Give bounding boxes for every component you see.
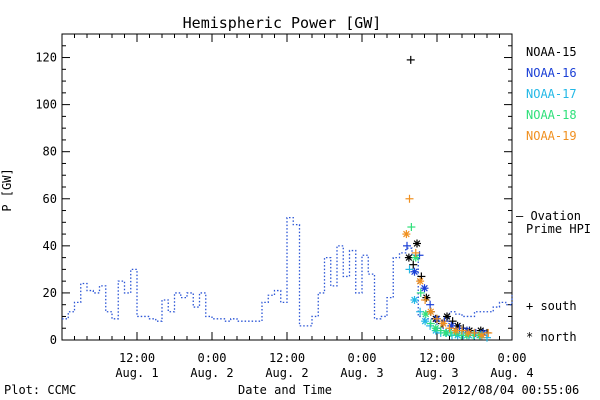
ovation-step-line [62,216,513,329]
data-point-noaa-18 [407,223,416,232]
symbol-key-entry: * north [526,330,577,344]
y-tick-label: 40 [43,239,57,253]
data-point-noaa-16 [403,241,411,250]
data-point-noaa-19 [445,324,454,333]
data-point-noaa-19 [439,319,448,328]
ovation-label-line2: Prime HPI [526,222,591,236]
legend-entry: NOAA-18 [526,108,577,122]
legend-entry: NOAA-15 [526,45,577,59]
data-point-noaa-17 [405,265,414,274]
data-point-noaa-19 [411,248,420,257]
data-point-noaa-16 [420,284,429,293]
data-point-noaa-19 [484,328,493,337]
data-point-noaa-19 [416,277,425,286]
data-point-noaa-15 [413,239,421,248]
data-point-noaa-15 [406,55,415,64]
footer-credit: Plot: CCMC [4,383,77,397]
x-tick-label-time: 0:00 [198,351,227,365]
data-point-noaa-19 [402,230,411,239]
symbol-key-entry: + south [526,299,577,313]
y-tick-label: 120 [35,51,57,65]
ovation-label-line1: — Ovation [516,209,581,223]
legend-entry: NOAA-17 [526,87,577,101]
legend-entry: NOAA-16 [526,66,577,80]
x-tick-label-date: Aug. 2 [190,366,233,380]
x-tick-label-date: Aug. 3 [415,366,458,380]
x-tick-label-time: 0:00 [348,351,377,365]
data-point-noaa-15 [404,253,413,262]
x-tick-label-date: Aug. 2 [265,366,308,380]
legend-entry: NOAA-19 [526,129,577,143]
x-tick-label-date: Aug. 4 [490,366,533,380]
symbol-key: + south * north [526,299,577,344]
data-point-noaa-17 [410,295,419,304]
y-tick-label: 0 [50,333,57,347]
data-point-noaa-19 [405,194,414,203]
plot-frame [61,33,513,341]
data-point-noaa-18 [411,253,420,262]
x-tick-label-date: Aug. 3 [340,366,383,380]
data-point-noaa-18 [441,328,450,337]
x-tick-label-time: 12:00 [419,351,455,365]
y-tick-label: 100 [35,98,57,112]
data-point-noaa-19 [421,295,430,304]
x-tick-label-time: 12:00 [119,351,155,365]
data-point-noaa-16 [426,300,435,309]
data-point-noaa-18 [416,288,425,297]
y-axis: 0 20 40 60 80 100 120 [35,33,512,347]
data-point-noaa-15 [409,260,418,269]
data-point-noaa-19 [458,326,466,335]
y-tick-label: 20 [43,286,57,300]
x-tick-label-time: 0:00 [498,351,527,365]
legend: NOAA-15 NOAA-16 NOAA-17 NOAA-18 NOAA-19 [526,45,577,143]
x-tick-label-time: 12:00 [269,351,305,365]
data-point-noaa-19 [426,307,435,316]
x-tick-label-date: Aug. 1 [115,366,158,380]
ovation-step-path [62,216,513,329]
x-axis-label: Date and Time [238,383,332,397]
footer-timestamp: 2012/08/04 00:55:06 [442,383,580,397]
y-axis-label: P [GW] [0,168,14,211]
y-tick-label: 60 [43,192,57,206]
chart-title: Hemispheric Power [GW] [183,14,382,32]
data-point-noaa-19 [478,331,486,340]
data-point-noaa-19 [433,314,441,323]
data-point-noaa-19 [470,328,479,337]
data-point-noaa-18 [426,319,435,328]
satellite-markers [402,55,493,342]
y-tick-label: 80 [43,145,57,159]
